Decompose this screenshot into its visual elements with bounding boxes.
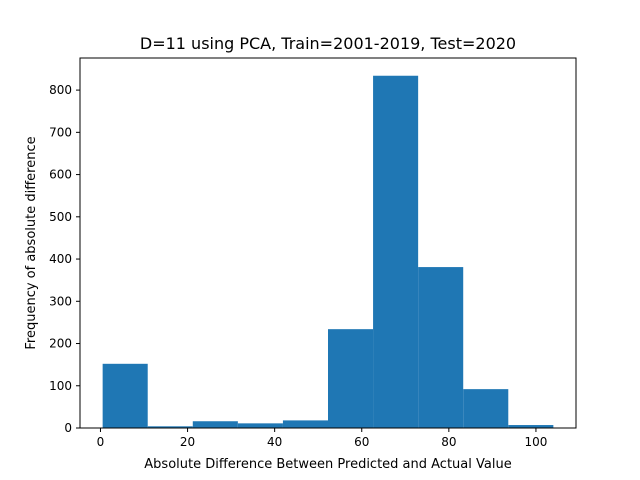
x-tick-label: 40: [267, 435, 282, 449]
y-tick-label: 400: [49, 252, 72, 266]
x-tick-label: 80: [441, 435, 456, 449]
histogram-bar: [147, 426, 193, 428]
x-tick-label: 100: [524, 435, 547, 449]
chart-title: D=11 using PCA, Train=2001-2019, Test=20…: [140, 34, 516, 53]
plot-frame: [79, 57, 577, 429]
histogram-bar: [102, 363, 148, 428]
y-tick-label: 500: [49, 210, 72, 224]
histogram-bar: [192, 421, 238, 428]
x-tick-label: 60: [354, 435, 369, 449]
y-tick-label: 100: [49, 379, 72, 393]
histogram-bar: [508, 425, 554, 428]
x-tick-label: 20: [180, 435, 195, 449]
y-tick-label: 300: [49, 294, 72, 308]
histogram-bar: [463, 389, 509, 428]
histogram-bar: [418, 267, 464, 428]
histogram-bar: [282, 420, 328, 428]
bars-group: [102, 75, 554, 429]
x-axis-ticks: 0 20 40 60 80 100: [97, 428, 547, 449]
x-axis-label: Absolute Difference Between Predicted an…: [144, 457, 511, 472]
y-axis-ticks: 0 100 200 300 400 500 600 700 800: [49, 83, 80, 435]
y-axis-label: Frequency of absolute difference: [24, 136, 39, 349]
y-tick-label: 0: [64, 421, 72, 435]
histogram-bar: [373, 75, 419, 429]
y-tick-label: 700: [49, 125, 72, 139]
x-tick-label: 0: [97, 435, 105, 449]
histogram-bar: [237, 423, 283, 428]
histogram-bar: [328, 329, 374, 428]
y-tick-label: 600: [49, 168, 72, 182]
y-tick-label: 200: [49, 337, 72, 351]
y-tick-label: 800: [49, 83, 72, 97]
